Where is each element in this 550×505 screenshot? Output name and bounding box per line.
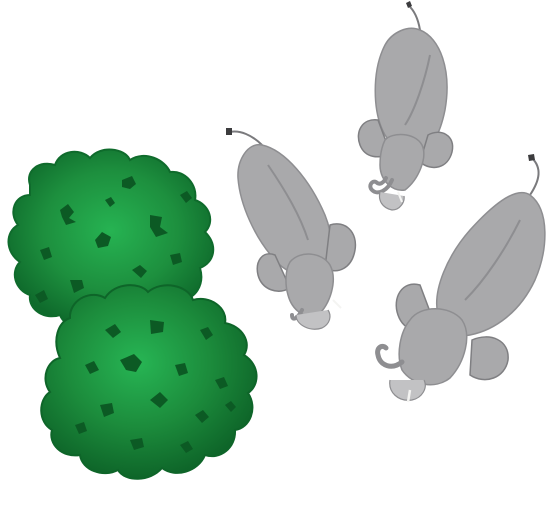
bush-bottom <box>40 284 258 480</box>
tail-top-right <box>407 4 421 31</box>
elephant-middle <box>226 128 357 330</box>
elephant-top-right <box>357 1 454 211</box>
elephant-bottom-right <box>375 154 546 403</box>
bush-top <box>7 148 215 331</box>
tail-bottom-right <box>529 157 540 196</box>
tail-middle <box>229 130 263 146</box>
